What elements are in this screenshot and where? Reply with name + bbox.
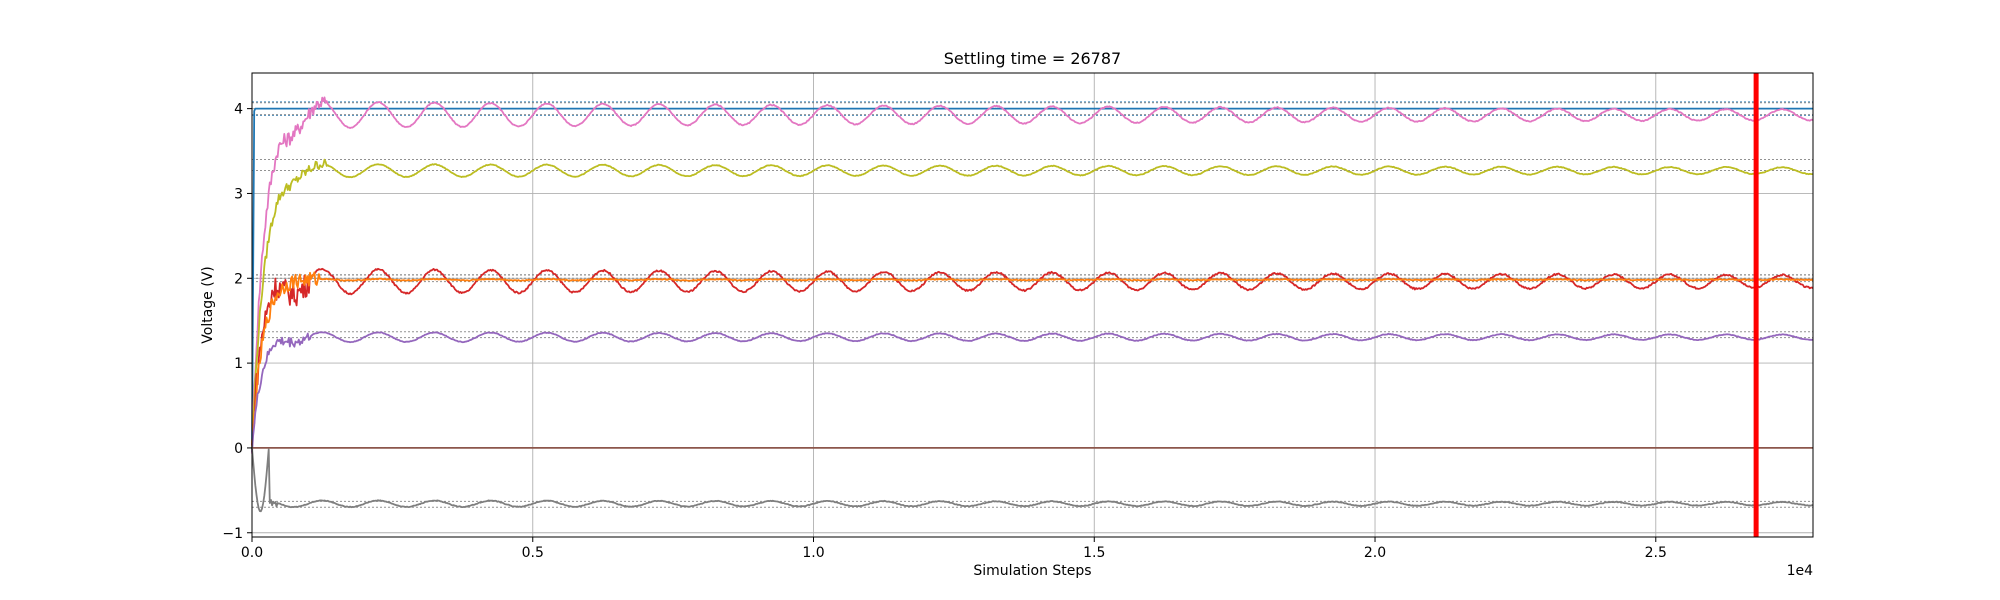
x-axis-offset-label: 1e4 xyxy=(1787,563,1814,579)
y-axis-label: Voltage (V) xyxy=(200,266,216,343)
y-tick-label: −1 xyxy=(222,526,243,542)
y-tick-label: 1 xyxy=(234,356,243,372)
plot-frame xyxy=(251,72,1814,538)
y-tick-label: 3 xyxy=(234,186,243,202)
x-tick-label: 2.5 xyxy=(1645,545,1667,561)
y-axis: −1 0 1 2 3 4 xyxy=(222,102,252,542)
chart-title: Settling time = 26787 xyxy=(944,49,1121,68)
series-line xyxy=(251,267,1814,446)
x-tick-label: 1.5 xyxy=(1083,545,1105,561)
series-line xyxy=(251,96,1814,454)
x-tick-label: 0.5 xyxy=(522,545,544,561)
y-tick-label: 4 xyxy=(234,102,243,118)
series-line xyxy=(251,447,1814,513)
tolerance-bands xyxy=(252,101,1813,508)
series-line xyxy=(251,331,1814,453)
x-tick-label: 0.0 xyxy=(241,545,263,561)
x-tick-label: 2.0 xyxy=(1364,545,1386,561)
y-tick-label: 2 xyxy=(234,271,243,287)
series-lines xyxy=(251,96,1814,513)
x-tick-label: 1.0 xyxy=(802,545,824,561)
x-axis-label: Simulation Steps xyxy=(973,563,1091,579)
series-line xyxy=(251,158,1813,450)
grid xyxy=(251,73,1813,537)
y-tick-label: 0 xyxy=(234,441,243,457)
x-axis: 0.0 0.5 1.0 1.5 2.0 2.5 xyxy=(241,537,1667,561)
series-line xyxy=(251,271,1814,443)
